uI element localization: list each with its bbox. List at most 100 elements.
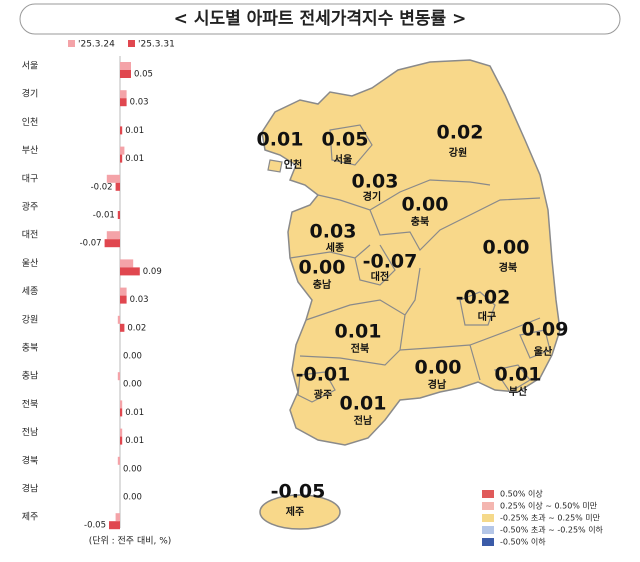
map-legend-label: 0.25% 이상 ~ 0.50% 미만 (500, 501, 598, 511)
category-label: 인천 (22, 117, 39, 128)
city-borders (267, 124, 551, 403)
region-name: 경기 (363, 190, 381, 203)
category-label: 광주 (22, 201, 39, 213)
bar (120, 323, 125, 332)
bar (120, 126, 123, 135)
category-label: 부산 (22, 145, 39, 156)
map (259, 59, 561, 530)
region-value: 0.03 (352, 171, 399, 193)
category-label: 대전 (22, 230, 39, 241)
note-box (75, 530, 185, 550)
region-value: -0.07 (363, 251, 418, 273)
data-label: 0.00 (123, 464, 142, 474)
region-value: 0.01 (257, 129, 304, 151)
bar (120, 70, 131, 78)
bar (117, 315, 120, 324)
region-value: -0.01 (296, 364, 351, 386)
category-label: 충남 (22, 371, 39, 382)
region-name: 경남 (428, 378, 447, 391)
data-label: 0.01 (125, 408, 144, 418)
region-name: 충남 (313, 278, 332, 291)
region-value: 0.01 (340, 393, 387, 415)
bar (120, 98, 127, 107)
bar (120, 146, 125, 155)
bar (120, 62, 131, 70)
region-name: 대구 (478, 310, 496, 323)
data-label: 0.00 (123, 380, 142, 390)
region-value: 0.00 (483, 237, 530, 259)
category-label: 제주 (22, 512, 39, 523)
bar (120, 90, 127, 99)
region-name: 서울 (334, 153, 352, 166)
bar (120, 267, 140, 276)
bar (120, 436, 123, 445)
bar (120, 154, 123, 163)
bar (120, 295, 127, 304)
bar (106, 174, 120, 183)
data-label: 0.05 (134, 70, 153, 80)
region-name: 전북 (351, 342, 369, 355)
bar (104, 239, 120, 248)
region-name: 강원 (449, 146, 467, 159)
region-value: 0.00 (415, 357, 462, 379)
region-name: 부산 (509, 385, 528, 398)
category-label: 전북 (22, 399, 39, 410)
data-label: -0.02 (91, 182, 113, 192)
map-legend-swatch (482, 526, 494, 534)
category-label: 강원 (22, 314, 39, 325)
bar (120, 428, 123, 437)
map-legend-swatch (482, 514, 494, 522)
map-legend-swatch (482, 490, 494, 498)
region-value: 0.00 (402, 194, 449, 216)
category-label: 충북 (22, 343, 39, 354)
data-label: 0.01 (125, 154, 144, 164)
region-name: 광주 (314, 389, 332, 401)
region-name: 울산 (534, 345, 553, 358)
bar (120, 259, 134, 268)
data-label: 0.02 (127, 323, 146, 333)
legend-swatch (68, 40, 75, 47)
unit-note: (단위 : 전주 대비, %) (89, 536, 172, 547)
region-value: 0.02 (437, 122, 484, 144)
data-label: 0.03 (130, 295, 149, 305)
bar (120, 400, 123, 409)
chart-title: < 시도별 아파트 전세가격지수 변동률 > (174, 9, 467, 29)
region-value: 0.00 (299, 257, 346, 279)
map-legend-swatch (482, 538, 494, 546)
map-legend-label: -0.25% 초과 ~ 0.25% 미만 (500, 514, 601, 523)
bar (120, 287, 127, 296)
region-name: 충북 (411, 215, 429, 228)
category-label: 경기 (22, 88, 39, 100)
bar (109, 521, 120, 530)
data-label: 0.09 (143, 267, 162, 277)
map-legend-label: -0.50% 이하 (500, 537, 546, 547)
region-value: -0.02 (456, 287, 511, 309)
jeju (259, 494, 341, 530)
category-label: 세종 (22, 286, 39, 297)
category-label: 경남 (22, 483, 39, 495)
data-label: -0.01 (93, 211, 115, 221)
bar (117, 211, 120, 219)
category-label: 울산 (22, 258, 39, 269)
bar (117, 456, 120, 465)
region-name: 제주 (286, 505, 304, 518)
category-label: 서울 (22, 61, 39, 72)
region-value: 0.01 (495, 364, 542, 386)
region-name: 대전 (371, 270, 389, 283)
title-box (19, 3, 621, 35)
map-legend-swatch (482, 502, 494, 510)
legend-label: '25.3.24 (78, 40, 115, 50)
data-label: 0.01 (125, 436, 144, 446)
bar (117, 372, 120, 381)
region-name: 인천 (284, 158, 302, 171)
data-label: -0.05 (84, 521, 106, 531)
map-legend-label: 0.50% 이상 (500, 489, 543, 499)
region-value: 0.03 (310, 221, 357, 243)
region-value: 0.01 (335, 321, 382, 343)
bar (115, 513, 120, 522)
map-legend-label: -0.50% 초과 ~ -0.25% 이하 (500, 525, 604, 535)
bar (120, 408, 123, 417)
bar (115, 182, 120, 191)
data-label: 0.01 (125, 126, 144, 136)
